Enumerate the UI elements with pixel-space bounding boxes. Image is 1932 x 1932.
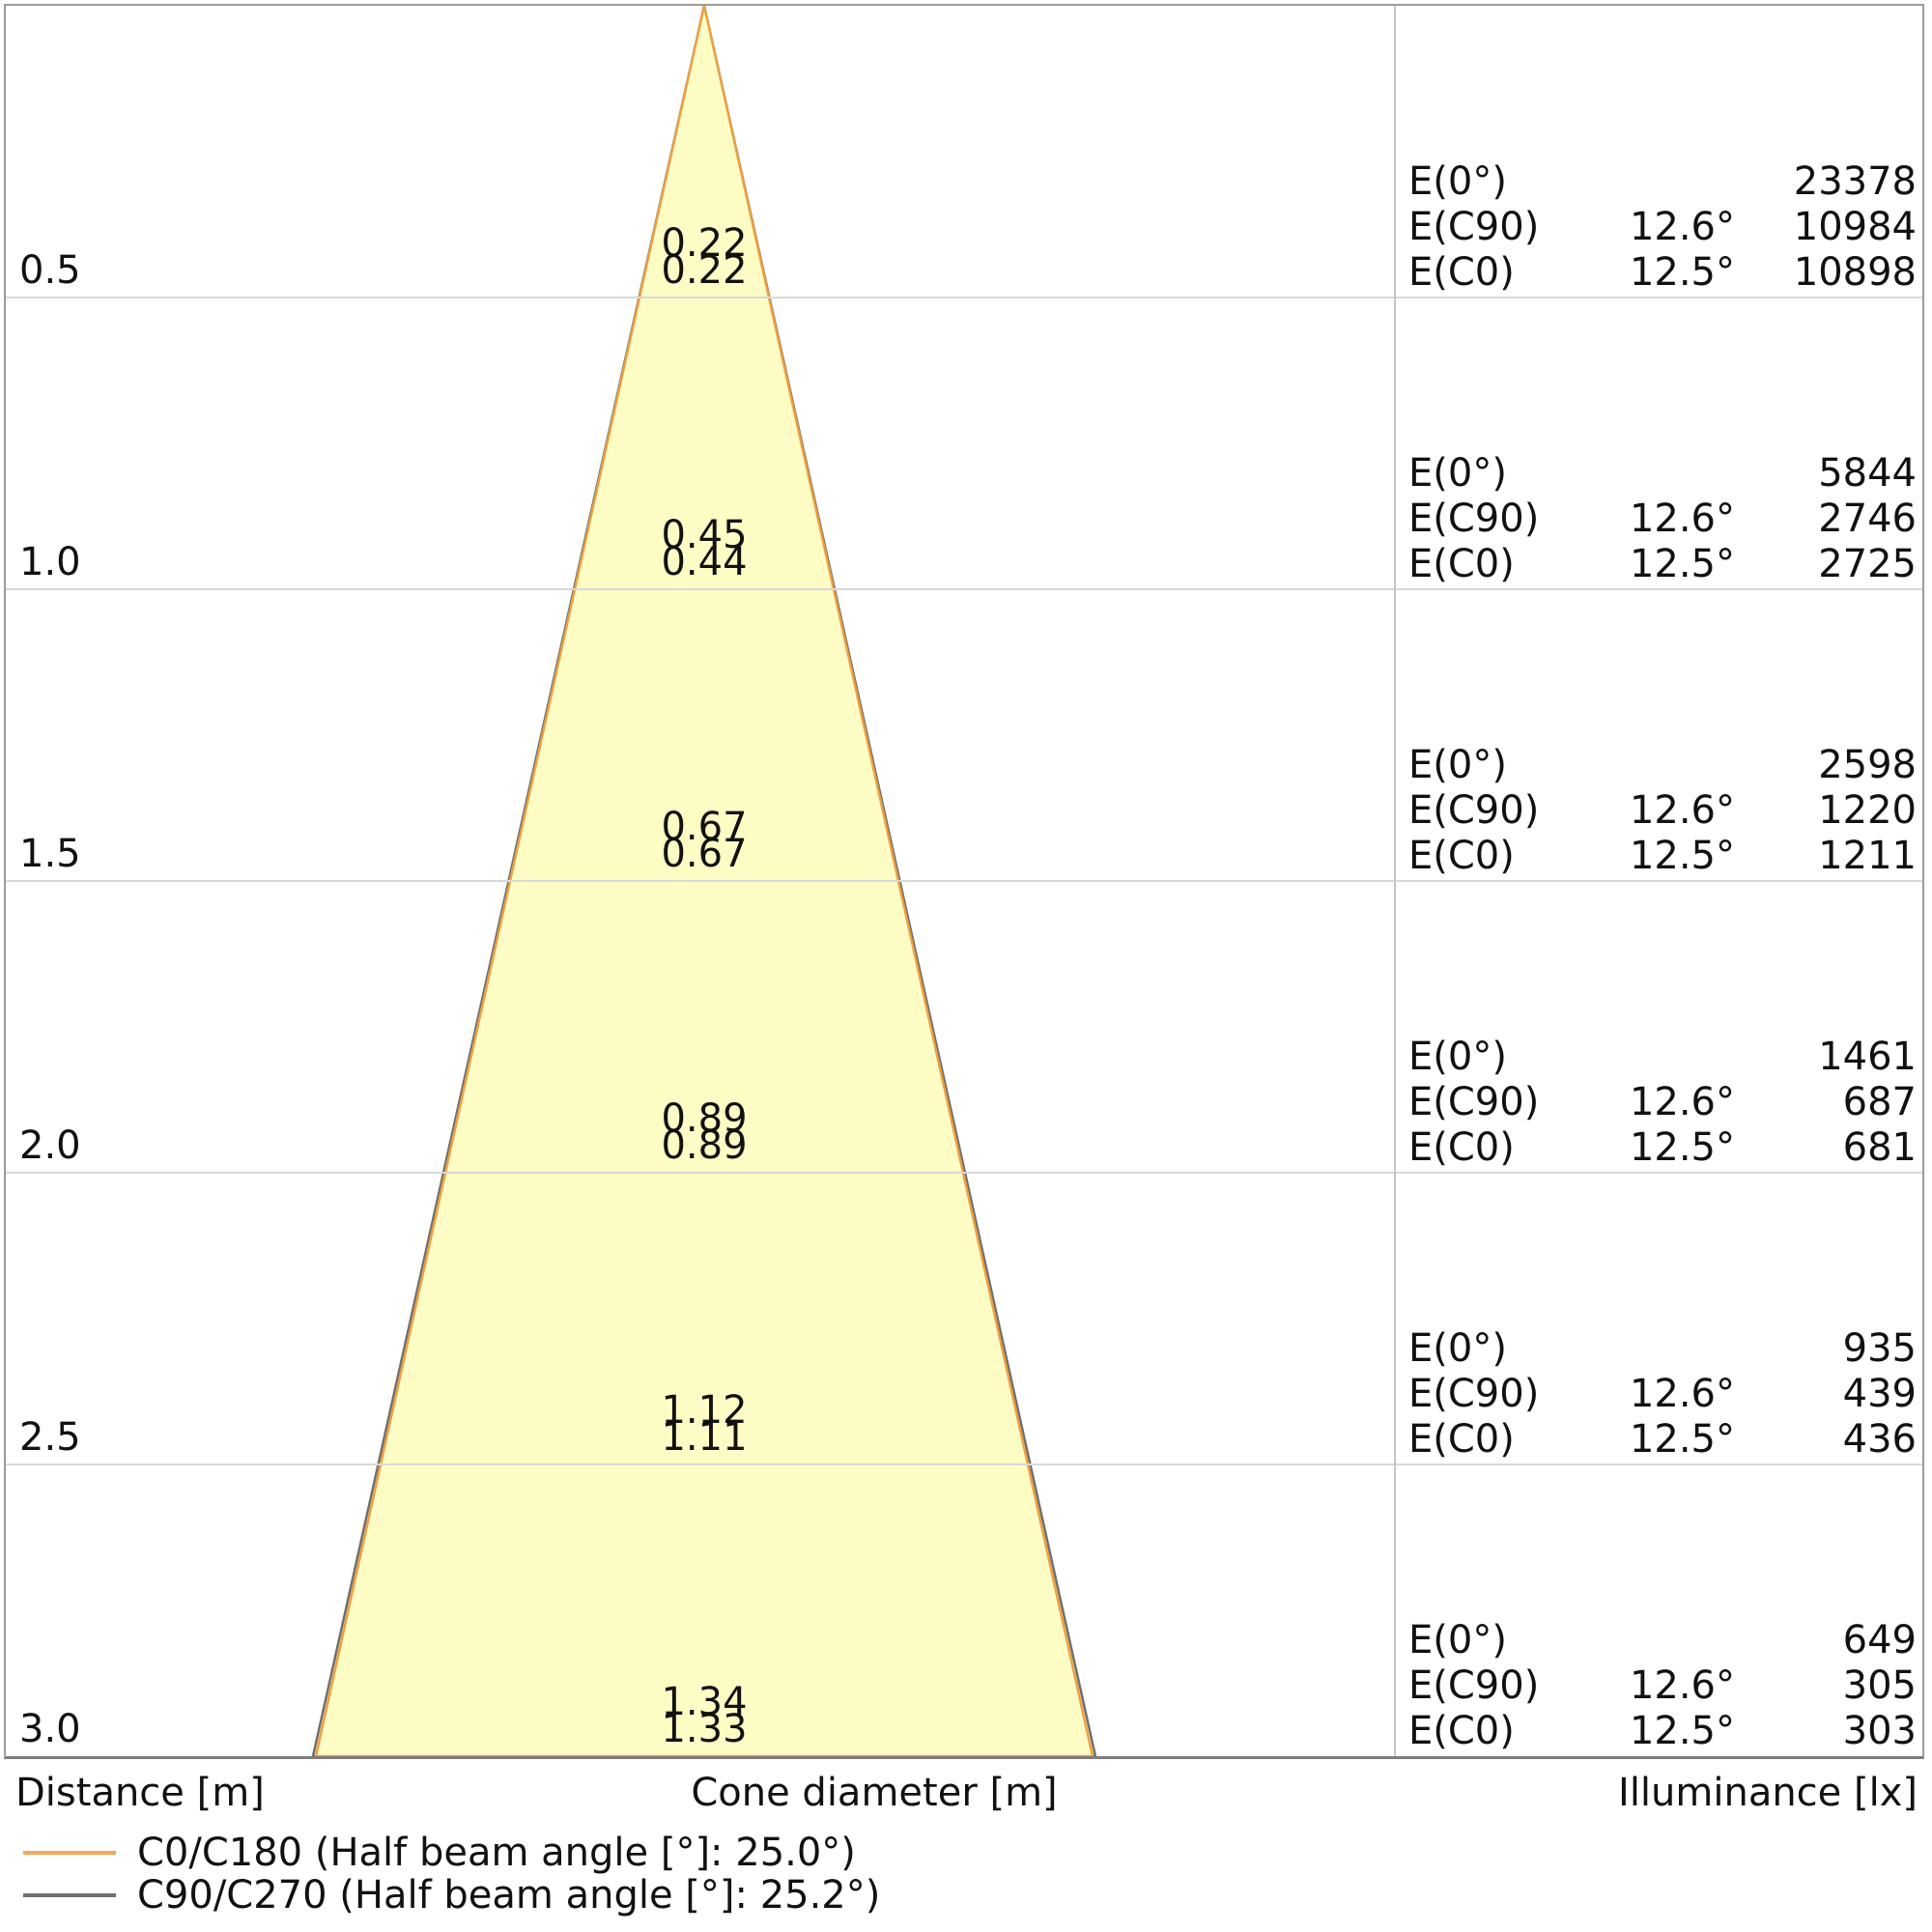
e0-value: 649 (1842, 1618, 1917, 1662)
gridline-1-5m (6, 880, 1922, 882)
distance-tick: 0.5 (19, 248, 81, 293)
ec0-value: 10898 (1793, 250, 1917, 295)
e0-value: 23378 (1793, 159, 1917, 204)
e0-label: E(0°) (1408, 1035, 1507, 1079)
ec0-label: E(C0) (1408, 542, 1515, 586)
e0-value: 2598 (1818, 743, 1917, 787)
ec0-angle: 12.5° (1629, 1709, 1735, 1753)
distance-tick: 2.5 (19, 1415, 81, 1460)
illuminance-axis-label: Illuminance [lx] (1618, 1771, 1918, 1815)
e0-label: E(0°) (1408, 159, 1507, 204)
cone-diameter-label-c90: 0.45 (661, 513, 748, 557)
distance-tick: 3.0 (19, 1707, 81, 1751)
gridline-0-5m (6, 297, 1922, 298)
ec0-value: 436 (1842, 1417, 1917, 1462)
e0-label: E(0°) (1408, 451, 1507, 496)
ec0-label: E(C0) (1408, 250, 1515, 295)
ec90-label: E(C90) (1408, 1080, 1540, 1124)
cone-diameter-label-c0: 0.67 (661, 832, 748, 876)
ec90-angle: 12.6° (1629, 1372, 1735, 1416)
ec0-angle: 12.5° (1629, 834, 1735, 878)
cone-diameter-label-c0: 0.22 (661, 248, 748, 293)
c0-c180-line-icon (23, 1851, 116, 1855)
e0-value: 1461 (1818, 1035, 1917, 1079)
ec90-angle: 12.6° (1629, 1080, 1735, 1124)
gridline-2-0m (6, 1172, 1922, 1174)
ec0-value: 303 (1842, 1709, 1917, 1753)
legend: C0/C180 (Half beam angle [°]: 25.0°) C90… (21, 1832, 880, 1917)
illuminance-block: E(0°) 2598 E(C90) 12.6° 1220 E(C0) 12.5° 1211 (1408, 743, 1917, 879)
cone-diameter-axis-label: Cone diameter [m] (691, 1771, 1058, 1815)
gridline-2-5m (6, 1463, 1922, 1465)
ec0-label: E(C0) (1408, 1709, 1515, 1753)
illuminance-block: E(0°) 5844 E(C90) 12.6° 2746 E(C0) 12.5° 2725 (1408, 451, 1917, 587)
distance-tick: 2.0 (19, 1123, 81, 1168)
illuminance-block: E(0°) 1461 E(C90) 12.6° 687 E(C0) 12.5° 681 (1408, 1035, 1917, 1171)
ec0-angle: 12.5° (1629, 250, 1735, 295)
cone-diameter-label-c0: 1.33 (661, 1707, 748, 1751)
ec90-value: 10984 (1793, 205, 1917, 249)
e0-value: 5844 (1818, 451, 1917, 496)
distance-axis-label: Distance [m] (15, 1771, 265, 1815)
cone-diameter-label-c90: 1.12 (661, 1388, 748, 1433)
c90-c270-line-icon (23, 1893, 116, 1897)
illuminance-block: E(0°) 935 E(C90) 12.6° 439 E(C0) 12.5° 436 (1408, 1326, 1917, 1463)
gridline-1-0m (6, 588, 1922, 590)
ec0-label: E(C0) (1408, 1125, 1515, 1170)
ec0-value: 1211 (1818, 834, 1917, 878)
ec90-value: 687 (1842, 1080, 1917, 1124)
ec0-label: E(C0) (1408, 1417, 1515, 1462)
cone-diameter-label-c0: 1.11 (661, 1415, 748, 1460)
e0-label: E(0°) (1408, 1326, 1507, 1371)
cone-diameter-label-c90: 1.34 (661, 1680, 748, 1724)
ec90-angle: 12.6° (1629, 788, 1735, 833)
cone-diameter-label-c90: 0.22 (661, 221, 748, 266)
ec90-label: E(C90) (1408, 788, 1540, 833)
ec0-value: 2725 (1818, 542, 1917, 586)
ec0-angle: 12.5° (1629, 1125, 1735, 1170)
distance-tick: 1.5 (19, 832, 81, 876)
legend-label-c90-c270: C90/C270 (Half beam angle [°]: 25.2°) (137, 1873, 881, 1918)
illuminance-block: E(0°) 23378 E(C90) 12.6° 10984 E(C0) 12.5° 10… (1408, 159, 1917, 296)
ec90-label: E(C90) (1408, 205, 1540, 249)
ec90-value: 2746 (1818, 497, 1917, 541)
ec90-value: 1220 (1818, 788, 1917, 833)
legend-item-c0-c180: C0/C180 (Half beam angle [°]: 25.0°) (21, 1832, 880, 1874)
cone-diameter-label-c90: 0.67 (661, 805, 748, 849)
illuminance-block: E(0°) 649 E(C90) 12.6° 305 E(C0) 12.5° 303 (1408, 1618, 1917, 1754)
cone-diameter-label-c0: 0.89 (661, 1123, 748, 1168)
e0-value: 935 (1842, 1326, 1917, 1371)
e0-label: E(0°) (1408, 743, 1507, 787)
ec90-angle: 12.6° (1629, 205, 1735, 249)
ec90-angle: 12.6° (1629, 497, 1735, 541)
ec90-label: E(C90) (1408, 1663, 1540, 1708)
legend-label-c0-c180: C0/C180 (Half beam angle [°]: 25.0°) (137, 1831, 856, 1875)
ec90-value: 305 (1842, 1663, 1917, 1708)
ec0-angle: 12.5° (1629, 542, 1735, 586)
cone-diameter-label-c0: 0.44 (661, 540, 748, 584)
ec90-label: E(C90) (1408, 1372, 1540, 1416)
ec0-value: 681 (1842, 1125, 1917, 1170)
ec90-value: 439 (1842, 1372, 1917, 1416)
distance-tick: 1.0 (19, 540, 81, 584)
ec0-angle: 12.5° (1629, 1417, 1735, 1462)
e0-label: E(0°) (1408, 1618, 1507, 1662)
ec0-label: E(C0) (1408, 834, 1515, 878)
ec90-angle: 12.6° (1629, 1663, 1735, 1708)
legend-item-c90-c270: C90/C270 (Half beam angle [°]: 25.2°) (21, 1874, 880, 1917)
cone-diameter-label-c90: 0.89 (661, 1096, 748, 1141)
ec90-label: E(C90) (1408, 497, 1540, 541)
plot-area: /* strokes bound below via generic binde… (4, 4, 1924, 1759)
table-divider-line (1394, 6, 1396, 1756)
